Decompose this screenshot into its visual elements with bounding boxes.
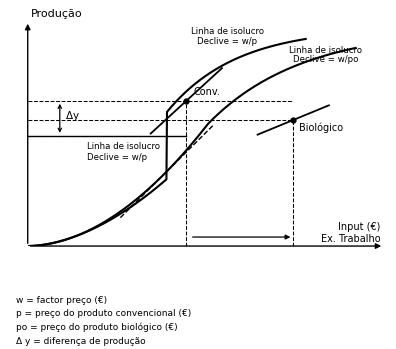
Text: $\Delta$y: $\Delta$y (65, 109, 80, 123)
Text: Conv.: Conv. (194, 88, 220, 97)
Text: Linha de isolucro: Linha de isolucro (289, 46, 362, 55)
Text: w = factor preço (€)
p = preço do produto convencional (€)
po = preço do produto: w = factor preço (€) p = preço do produt… (16, 296, 191, 346)
Text: Declive = w/po: Declive = w/po (293, 55, 358, 64)
Text: Biológico: Biológico (299, 122, 343, 133)
Text: Linha de isolucro: Linha de isolucro (191, 27, 264, 36)
Text: Declive = w/p: Declive = w/p (86, 153, 147, 162)
Text: Linha de isolucro: Linha de isolucro (86, 142, 160, 151)
Text: Declive = w/p: Declive = w/p (197, 37, 257, 46)
Text: Produção: Produção (31, 9, 83, 19)
Text: Input (€)
Ex. Trabalho: Input (€) Ex. Trabalho (321, 222, 381, 244)
